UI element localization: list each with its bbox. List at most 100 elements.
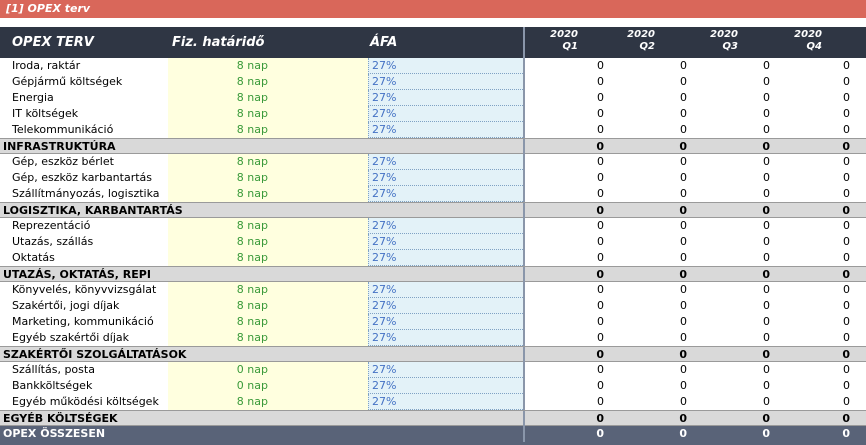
quarter-value-cell: 0 [843,379,850,392]
header-opex-terv: OPEX TERV [12,35,94,50]
row-label: Egyéb működési költségek [12,395,159,408]
column-divider [523,170,525,186]
quarter-value-cell: 0 [680,315,687,328]
quarter-value-cell: 0 [596,412,604,425]
payment-deadline-cell[interactable]: 8 nap [168,282,368,298]
row-label: UTAZÁS, OKTATÁS, REPI [3,268,151,281]
row-label: INFRASTRUKTÚRA [3,140,116,153]
payment-deadline-cell[interactable]: 8 nap [168,330,368,346]
vat-cell[interactable]: 27% [368,218,523,234]
table-row: Marketing, kommunikáció 8 nap 27% 0 0 0 0 [0,314,866,330]
header-vat: ÁFA [370,35,398,50]
vat-cell[interactable]: 27% [368,74,523,90]
quarter-value-cell: 0 [596,348,604,361]
vat-cell[interactable]: 27% [368,154,523,170]
payment-deadline-cell[interactable]: 8 nap [168,186,368,202]
spacer-row [0,18,866,27]
quarter-value-cell: 0 [763,91,770,104]
row-label: Energia [12,91,54,104]
quarter-value-cell: 0 [843,187,850,200]
row-label: Bankköltségek [12,379,93,392]
vat-cell[interactable]: 27% [368,330,523,346]
quarter-value-cell: 0 [843,59,850,72]
category-subtotal-row: EGYÉB KÖLTSÉGEK 0 0 0 0 [0,410,866,427]
quarter-value-cell: 0 [597,235,604,248]
vat-cell[interactable]: 27% [368,394,523,410]
payment-deadline-cell[interactable]: 8 nap [168,298,368,314]
vat-cell[interactable]: 27% [368,90,523,106]
quarter-value-cell: 0 [763,187,770,200]
payment-deadline-cell[interactable]: 8 nap [168,234,368,250]
table-row: Oktatás 8 nap 27% 0 0 0 0 [0,250,866,266]
quarter-value-cell: 0 [843,283,850,296]
payment-deadline-cell[interactable]: 8 nap [168,74,368,90]
vat-cell[interactable]: 27% [368,58,523,74]
payment-deadline-cell[interactable]: 8 nap [168,90,368,106]
quarter-value-cell: 0 [597,395,604,408]
quarter-value-cell: 0 [763,107,770,120]
quarter-value-cell: 0 [843,91,850,104]
quarter-value-cell: 0 [680,235,687,248]
quarter-value-cell: 0 [596,427,604,440]
column-divider [523,90,525,106]
quarter-value-cell: 0 [763,75,770,88]
quarter-value-cell: 0 [679,268,687,281]
category-subtotal-row: SZAKÉRTŐI SZOLGÁLTATÁSOK 0 0 0 0 [0,346,866,363]
quarter-value-cell: 0 [597,187,604,200]
vat-cell[interactable]: 27% [368,362,523,378]
vat-cell[interactable]: 27% [368,282,523,298]
payment-deadline-cell[interactable]: 8 nap [168,170,368,186]
quarter-value-cell: 0 [680,379,687,392]
table-row: IT költségek 8 nap 27% 0 0 0 0 [0,106,866,122]
quarter-value-cell: 0 [843,219,850,232]
vat-cell[interactable]: 27% [368,234,523,250]
quarter-value-cell: 0 [597,75,604,88]
column-divider [523,250,525,266]
quarter-value-cell: 0 [843,235,850,248]
vat-cell[interactable]: 27% [368,170,523,186]
quarter-value-cell: 0 [842,427,850,440]
quarter-value-cell: 0 [843,315,850,328]
payment-deadline-cell[interactable]: 8 nap [168,106,368,122]
quarter-value-cell: 0 [763,315,770,328]
column-divider [523,378,525,394]
row-label: EGYÉB KÖLTSÉGEK [3,412,118,425]
payment-deadline-cell[interactable]: 8 nap [168,250,368,266]
column-divider [523,394,525,410]
payment-deadline-cell[interactable]: 0 nap [168,378,368,394]
sheet-title: [1] OPEX terv [0,0,866,18]
payment-deadline-cell[interactable]: 8 nap [168,218,368,234]
table-row: Gép, eszköz bérlet 8 nap 27% 0 0 0 0 [0,154,866,170]
vat-cell[interactable]: 27% [368,122,523,138]
quarter-value-cell: 0 [597,123,604,136]
quarter-value-cell: 0 [843,331,850,344]
quarter-value-cell: 0 [763,395,770,408]
vat-cell[interactable]: 27% [368,250,523,266]
quarter-value-cell: 0 [679,348,687,361]
payment-deadline-cell[interactable]: 0 nap [168,362,368,378]
row-label: Telekommunikáció [12,123,114,136]
payment-deadline-cell[interactable]: 8 nap [168,154,368,170]
quarter-value-cell: 0 [680,171,687,184]
quarter-value-cell: 0 [597,363,604,376]
quarter-value-cell: 0 [597,331,604,344]
vat-cell[interactable]: 27% [368,378,523,394]
quarter-value-cell: 0 [679,140,687,153]
quarter-value-cell: 0 [843,251,850,264]
column-divider [523,154,525,170]
table-row: Szakértői, jogi díjak 8 nap 27% 0 0 0 0 [0,298,866,314]
payment-deadline-cell[interactable]: 8 nap [168,58,368,74]
quarter-value-cell: 0 [680,187,687,200]
payment-deadline-cell[interactable]: 8 nap [168,122,368,138]
quarter-value-cell: 0 [763,123,770,136]
header-q3: 2020 Q3 [710,29,738,52]
vat-cell[interactable]: 27% [368,298,523,314]
payment-deadline-cell[interactable]: 8 nap [168,394,368,410]
vat-cell[interactable]: 27% [368,186,523,202]
quarter-value-cell: 0 [763,283,770,296]
vat-cell[interactable]: 27% [368,106,523,122]
table-row: Energia 8 nap 27% 0 0 0 0 [0,90,866,106]
total-row: OPEX ÖSSZESEN 0 0 0 0 [0,426,866,445]
payment-deadline-cell[interactable]: 8 nap [168,314,368,330]
vat-cell[interactable]: 27% [368,314,523,330]
